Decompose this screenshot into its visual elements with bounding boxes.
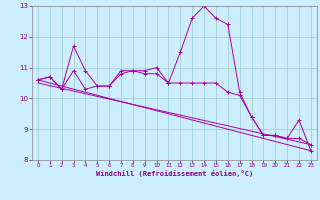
X-axis label: Windchill (Refroidissement éolien,°C): Windchill (Refroidissement éolien,°C) [96, 170, 253, 177]
